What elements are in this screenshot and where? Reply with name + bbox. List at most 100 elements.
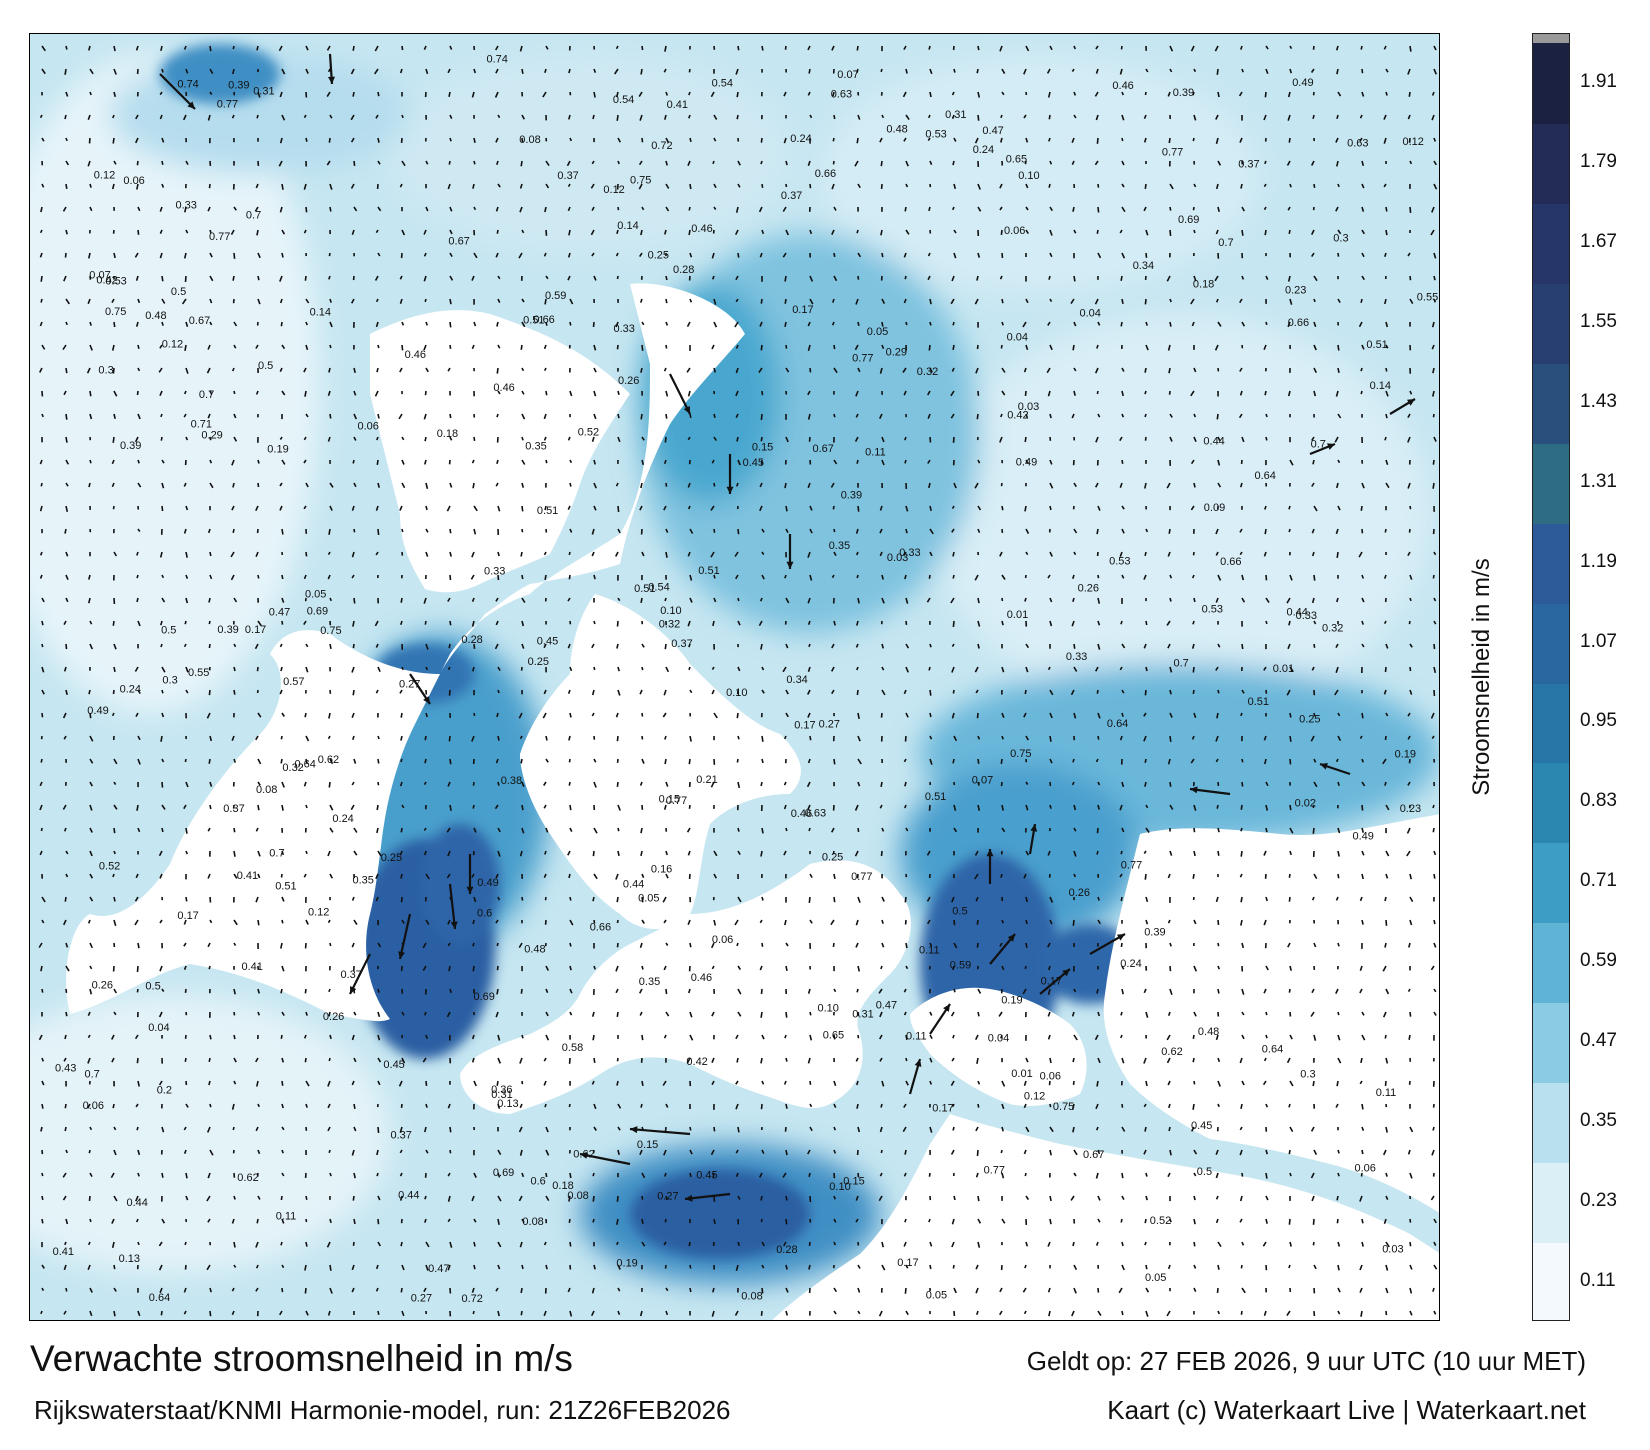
vector-mark bbox=[65, 367, 68, 374]
vector-mark bbox=[760, 1103, 763, 1110]
vector-mark bbox=[113, 1195, 118, 1202]
vector-mark bbox=[1407, 735, 1411, 740]
vector-mark bbox=[761, 1287, 764, 1294]
vector-mark bbox=[1431, 1149, 1435, 1156]
vector-mark bbox=[833, 1103, 837, 1108]
vector-mark bbox=[62, 919, 67, 926]
vector-mark bbox=[1384, 896, 1387, 902]
vector-mark bbox=[638, 183, 643, 190]
vector-mark bbox=[1382, 965, 1387, 972]
vector-mark bbox=[473, 528, 477, 535]
vector-mark bbox=[710, 505, 715, 511]
vector-mark bbox=[1337, 252, 1340, 257]
vector-mark bbox=[497, 896, 501, 901]
vector-mark bbox=[1433, 183, 1438, 190]
speed-value-label: 0.42 bbox=[686, 1056, 707, 1068]
vector-mark bbox=[471, 597, 475, 602]
vector-mark bbox=[1432, 482, 1435, 489]
vector-mark bbox=[1022, 988, 1027, 995]
vector-mark bbox=[113, 850, 116, 855]
speed-value-label: 0.45 bbox=[537, 635, 558, 647]
vector-mark bbox=[496, 1080, 499, 1086]
vector-mark bbox=[65, 298, 70, 305]
vector-mark bbox=[807, 758, 811, 764]
vector-mark bbox=[1311, 896, 1315, 901]
vector-mark bbox=[616, 735, 619, 742]
vector-mark bbox=[352, 45, 355, 51]
vector-mark bbox=[329, 298, 332, 303]
vector-mark bbox=[1049, 45, 1053, 51]
speed-value-label: 0.13 bbox=[119, 1253, 140, 1265]
vector-mark bbox=[1025, 850, 1030, 856]
vector-mark bbox=[927, 390, 931, 396]
speed-value-label: 0.37 bbox=[223, 803, 244, 815]
vector-mark bbox=[617, 666, 620, 672]
vector-mark bbox=[1190, 758, 1195, 764]
vector-mark bbox=[351, 229, 355, 235]
vector-mark bbox=[1409, 160, 1413, 165]
vector-mark bbox=[543, 252, 547, 257]
vector-mark bbox=[209, 1034, 212, 1040]
vector-mark bbox=[519, 1241, 523, 1248]
vector-mark bbox=[1313, 873, 1318, 880]
speed-value-label: 0.01 bbox=[1273, 663, 1294, 675]
vector-mark bbox=[375, 1264, 379, 1270]
vector-mark bbox=[785, 1310, 789, 1316]
vector-mark bbox=[1264, 229, 1267, 236]
speed-value-label: 0.11 bbox=[276, 1211, 297, 1223]
vector-mark bbox=[857, 1126, 861, 1133]
vector-mark bbox=[257, 919, 260, 926]
vector-mark bbox=[1073, 1034, 1078, 1041]
vector-mark bbox=[135, 712, 139, 717]
vector-mark bbox=[65, 482, 69, 487]
vector-mark bbox=[375, 298, 379, 303]
vector-mark bbox=[183, 1149, 187, 1154]
colorbar-band bbox=[1533, 522, 1569, 604]
vector-mark bbox=[855, 919, 859, 926]
vector-mark bbox=[544, 1103, 547, 1108]
vector-mark bbox=[137, 367, 141, 372]
speed-value-label: 0.45 bbox=[696, 1170, 717, 1182]
vector-mark bbox=[975, 1126, 979, 1132]
speed-value-label: 0.11 bbox=[906, 1030, 927, 1042]
vector-mark bbox=[497, 735, 500, 741]
vector-mark bbox=[855, 643, 859, 648]
vector-mark bbox=[351, 1080, 355, 1086]
vector-mark bbox=[999, 275, 1003, 280]
vector-mark bbox=[1169, 321, 1172, 327]
vector-mark bbox=[880, 229, 883, 236]
vector-mark bbox=[1047, 574, 1051, 579]
vector-mark bbox=[160, 735, 163, 742]
colorbar-tick-label: 1.31 bbox=[1580, 470, 1617, 492]
vector-mark bbox=[664, 735, 667, 740]
vector-mark bbox=[329, 804, 334, 811]
vector-mark bbox=[807, 482, 811, 489]
vector-mark bbox=[830, 666, 835, 672]
vector-mark bbox=[447, 183, 451, 190]
vector-mark bbox=[1167, 1080, 1171, 1086]
vector-mark bbox=[113, 160, 117, 165]
vector-mark bbox=[1097, 1057, 1101, 1064]
vector-mark bbox=[737, 896, 742, 903]
vector-mark bbox=[496, 321, 499, 327]
vector-mark bbox=[928, 804, 931, 811]
vector-mark bbox=[1001, 252, 1004, 259]
speed-value-label: 0.03 bbox=[1018, 401, 1039, 413]
vector-mark bbox=[833, 1310, 837, 1315]
vector-mark bbox=[881, 919, 884, 924]
speed-value-label: 0.24 bbox=[120, 684, 141, 696]
vector-mark bbox=[1335, 896, 1339, 901]
vector-mark bbox=[737, 827, 740, 832]
vector-mark bbox=[1025, 206, 1029, 211]
vector-mark bbox=[1001, 505, 1004, 511]
vector-mark bbox=[305, 413, 309, 418]
vector-mark bbox=[41, 68, 46, 75]
vector-mark bbox=[1073, 528, 1078, 534]
vector-mark bbox=[1047, 321, 1051, 326]
vector-mark bbox=[495, 137, 499, 143]
vector-mark bbox=[1337, 1287, 1341, 1293]
vector-mark bbox=[641, 1080, 644, 1087]
vector-mark bbox=[1121, 505, 1125, 510]
vector-mark bbox=[256, 666, 259, 672]
vector-mark bbox=[977, 1103, 980, 1108]
